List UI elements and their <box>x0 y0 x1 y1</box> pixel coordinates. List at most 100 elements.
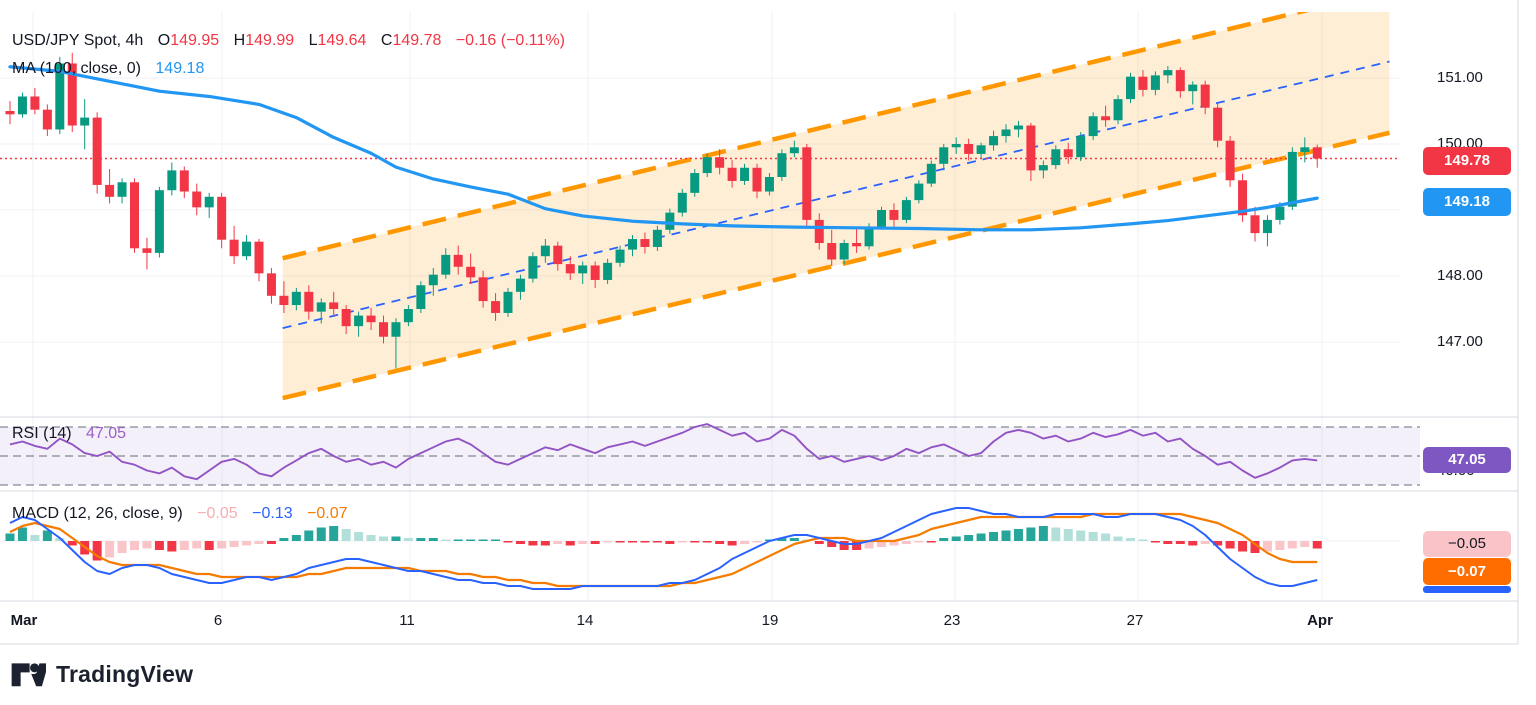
macd-histogram-bar <box>690 541 700 543</box>
macd-line[interactable] <box>9 507 1318 590</box>
macd-histogram-bar <box>702 541 712 543</box>
time-axis-label: Mar <box>10 612 38 629</box>
macd-histogram-bar <box>92 541 102 561</box>
macd-histogram-bar <box>1238 541 1248 552</box>
ohlc-high-value: 149.99 <box>245 32 295 49</box>
candle-body <box>1225 140 1235 181</box>
macd-histogram-bar <box>67 541 77 546</box>
rsi-legend-label: RSI (14) <box>12 425 72 442</box>
rsi-line[interactable] <box>9 423 1318 481</box>
candle-body <box>1188 84 1198 92</box>
macd-histogram-bar <box>578 541 588 544</box>
candle-body <box>553 245 563 265</box>
macd-histogram-bar <box>428 538 438 541</box>
macd-legend-label: MACD (12, 26, close, 9) <box>12 505 183 522</box>
candle-body <box>55 63 65 130</box>
macd-histogram-bar <box>130 541 139 550</box>
macd-histogram-bar <box>926 541 936 543</box>
time-axis-label: 23 <box>943 612 961 629</box>
macd-histogram-bar <box>827 541 837 547</box>
candle-body <box>926 163 936 184</box>
chart-plot[interactable] <box>0 0 1520 645</box>
trend-channel[interactable] <box>282 0 1390 401</box>
time-axis-label: 19 <box>761 612 779 629</box>
candle-body <box>105 184 115 197</box>
candle-body <box>777 153 787 177</box>
macd-histogram-bar <box>665 541 675 544</box>
macd-histogram-bar <box>254 541 264 544</box>
candle-body <box>652 229 662 247</box>
candle-body <box>466 266 476 278</box>
candle-body <box>1300 147 1310 152</box>
candle-body <box>752 167 762 192</box>
last-price-badge: 149.78 <box>1423 147 1511 175</box>
tradingview-logo-icon <box>11 663 46 687</box>
candle-body <box>1038 165 1048 171</box>
candle-body <box>279 295 289 306</box>
candle-body <box>130 182 139 249</box>
candle-body <box>1287 151 1297 207</box>
time-axis-label: 11 <box>399 612 415 629</box>
macd-hist-value: −0.05 <box>197 505 238 522</box>
macd-line-value: −0.13 <box>252 505 293 522</box>
macd-histogram-bar <box>154 541 164 550</box>
candle-body <box>802 147 812 220</box>
candle-body <box>354 315 364 327</box>
candle-body <box>217 196 227 240</box>
macd-histogram-bar <box>453 539 463 541</box>
candle-body <box>864 226 874 247</box>
macd-histogram-bar <box>416 538 426 541</box>
candle-body <box>839 243 849 260</box>
rsi-legend-value: 47.05 <box>86 425 127 442</box>
candle-body <box>42 109 52 130</box>
symbol-title[interactable]: USD/JPY Spot, 4h <box>12 32 144 49</box>
macd-histogram-bar <box>17 527 27 541</box>
candle-body <box>329 302 339 309</box>
macd-histogram-bar <box>1188 541 1198 546</box>
macd-histogram-bar <box>478 539 488 541</box>
ma-price-badge: 149.18 <box>1423 188 1511 216</box>
macd-histogram-bar <box>266 541 276 544</box>
macd-histogram-bar <box>167 541 177 552</box>
macd-histogram-bar <box>628 541 637 543</box>
macd-histogram-bar <box>652 541 662 543</box>
macd-histogram-bar <box>441 539 451 541</box>
macd-histogram-bar <box>615 541 625 543</box>
ma-legend[interactable]: MA (100, close, 0) 149.18 <box>12 60 204 78</box>
candle-body <box>1213 107 1223 141</box>
macd-histogram-bar <box>540 541 550 546</box>
macd-histogram-bar <box>30 535 40 541</box>
ohlc-close-label: C <box>380 32 393 49</box>
macd-histogram-bar <box>1225 541 1235 549</box>
brand-footer: TradingView <box>10 654 193 694</box>
candle-body <box>379 322 388 337</box>
macd-histogram-bar <box>852 541 862 550</box>
candle-body <box>764 177 774 192</box>
ma100-line[interactable] <box>8 65 1319 232</box>
candle-body <box>416 285 426 309</box>
candle-body <box>1126 76 1135 100</box>
symbol-legend[interactable]: USD/JPY Spot, 4h O149.95 H149.99 L149.64… <box>12 32 565 50</box>
macd-histogram-bar <box>316 527 326 541</box>
candle-body <box>889 210 899 220</box>
candle-body <box>179 170 189 192</box>
candle-body <box>92 117 102 185</box>
macd-histogram-bar <box>204 541 214 550</box>
chart-widget[interactable]: USD/JPY Spot, 4h O149.95 H149.99 L149.64… <box>0 0 1520 645</box>
macd-histogram-bar <box>354 532 364 541</box>
candle-body <box>615 249 625 263</box>
macd-histogram-bar <box>1126 538 1135 541</box>
macd-histogram-bar <box>565 541 575 546</box>
macd-histogram-bar <box>105 541 115 558</box>
macd-signal-line[interactable] <box>9 512 1318 588</box>
candle-body <box>453 254 463 267</box>
candle-body <box>428 274 438 286</box>
macd-histogram-bar <box>491 539 501 541</box>
ma-legend-value: 149.18 <box>155 60 205 77</box>
macd-legend[interactable]: MACD (12, 26, close, 9) −0.05 −0.13 −0.0… <box>12 505 348 523</box>
ohlc-close-value: 149.78 <box>392 32 442 49</box>
rsi-legend[interactable]: RSI (14) 47.05 <box>12 425 126 443</box>
macd-histogram-bar <box>1250 541 1260 553</box>
macd-histogram-bar <box>914 541 924 543</box>
candle-body <box>117 182 127 197</box>
